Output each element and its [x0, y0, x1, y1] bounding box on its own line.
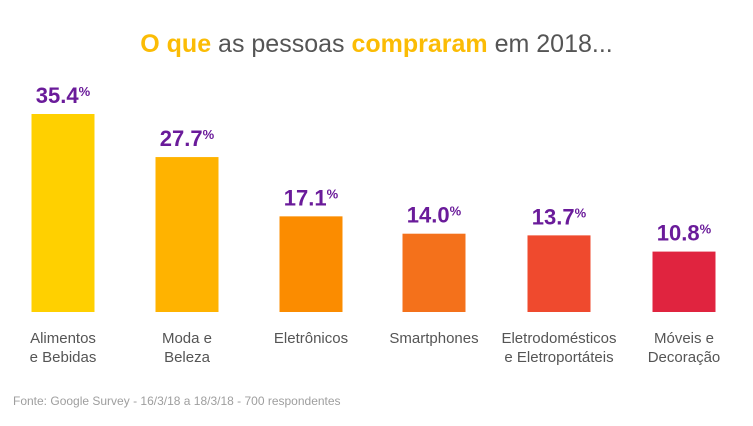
value-label-4: 13.7% [532, 204, 587, 229]
bar-3 [402, 233, 466, 312]
title-part-1: as pessoas [211, 30, 352, 58]
title-part-0: O que [140, 30, 212, 58]
value-label-5: 10.8% [657, 221, 712, 246]
category-label-4: Eletrodomésticos e Eletroportáteis [501, 330, 616, 366]
category-label-0: Alimentos e Bebidas [30, 330, 97, 366]
category-label-2: Eletrônicos [274, 330, 348, 347]
bar-4 [527, 235, 591, 312]
chart-title: O que as pessoas compraram em 2018... [0, 30, 753, 59]
title-part-2: compraram [351, 30, 488, 58]
category-label-3: Smartphones [389, 330, 478, 347]
category-label-1: Moda e Beleza [162, 330, 212, 366]
category-label-5: Móveis e Decoração [648, 330, 721, 366]
bar-5 [652, 251, 716, 312]
bar-0 [31, 114, 95, 312]
source-note: Fonte: Google Survey - 16/3/18 a 18/3/18… [13, 394, 341, 408]
bar-1 [155, 157, 219, 312]
value-label-3: 14.0% [407, 203, 462, 228]
value-label-2: 17.1% [284, 185, 339, 210]
value-label-0: 35.4% [36, 83, 91, 108]
value-label-1: 27.7% [160, 126, 215, 151]
bar-2 [279, 216, 343, 312]
title-part-3: em 2018... [487, 30, 613, 58]
